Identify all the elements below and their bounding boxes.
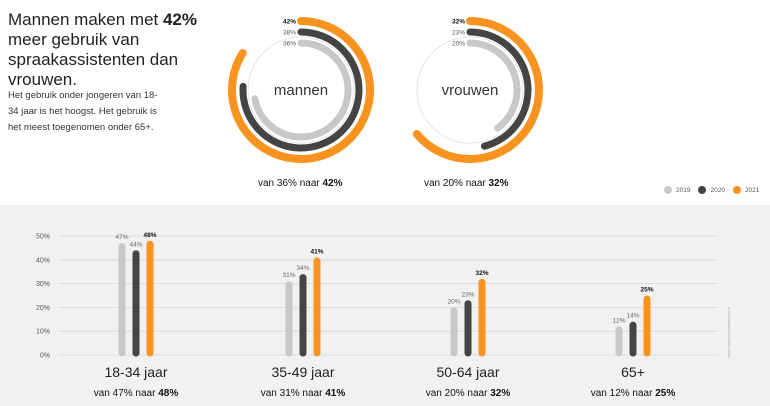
headline: Mannen maken met 42% meer gebruik van sp… [8, 10, 197, 89]
legend-item-2021: 2021 [732, 186, 760, 194]
age-bar-chart: 0% 10% 20% 30% 40% 50% 47%44%48% 18-34 jaar van … [36, 232, 731, 399]
legend-item-2019: 2019 [664, 186, 690, 194]
category-caption-35-49-jaar: van 31% naar 41% [261, 388, 346, 399]
category-caption-65: van 12% naar 25% [591, 388, 676, 399]
y-tick-30: 30% [36, 281, 50, 288]
donut-arc-mannen-2020 [239, 28, 363, 152]
bar-label-35-49-jaar-2021: 41% [310, 248, 323, 255]
caption-mannen: van 36% naar 42% [258, 178, 343, 189]
category-label-65: 65+ [621, 364, 645, 380]
bar-35-49-jaar-2021 [313, 257, 321, 357]
legend-swatch-2019 [664, 186, 672, 194]
legend: 2019 2020 2021 [664, 184, 759, 196]
donut-arc-vrouwen-2021 [412, 17, 543, 163]
infographic-bottom: 0% 10% 20% 30% 40% 50% 47% 44% 48% 18-34 jaar van … [0, 205, 770, 406]
body-text: Het gebruik onder jongeren van 18-34 jaa… [8, 90, 158, 133]
donut-label-mannen-2021: 42% [283, 19, 296, 26]
category-label-18-34-jaar: 18-34 jaar [104, 364, 167, 380]
category-label-35-49-jaar: 35-49 jaar [271, 364, 334, 380]
infographic-top: Mannen maken met 42% meer gebruik van sp… [8, 10, 760, 196]
bar-35-49-jaar-2019 [285, 281, 293, 357]
bar-50-64-jaar-2021 [478, 278, 486, 357]
y-tick-50: 50% [36, 234, 50, 241]
bar-35-49-jaar-2020 [299, 274, 307, 357]
legend-swatch-2021 [732, 186, 741, 194]
bar-label-35-49-jaar-2019: 31% [282, 272, 295, 279]
donut-outline-vrouwen [416, 36, 524, 144]
caption-vrouwen: van 20% naar 32% [424, 178, 509, 189]
bar-65-2019 [615, 326, 623, 357]
category-caption-50-64-jaar: van 20% naar 32% [426, 388, 511, 399]
donut-label-vrouwen-2021: 32% [452, 19, 465, 26]
bar-label-65-2021: 25% [640, 287, 653, 294]
bar-18-34-jaar-2021 [146, 240, 154, 357]
bar-label-18-34-jaar-2019: 47% [115, 234, 128, 241]
y-tick-40: 40% [36, 257, 50, 264]
legend-label-2019: 2019 [676, 186, 691, 194]
bar-label-50-64-jaar-2019: 20% [447, 298, 460, 305]
bar-label-50-64-jaar-2021: 32% [475, 270, 488, 277]
donut-arc-mannen-2019 [251, 39, 352, 141]
donut-center-mannen: mannen [274, 82, 328, 99]
bar-65-2021 [643, 295, 651, 357]
donut-label-vrouwen-2019: 20% [452, 41, 465, 48]
donut-arc-vrouwen-2019 [466, 39, 521, 132]
bar-18-34-jaar-2019 [118, 243, 126, 357]
y-tick-10: 10% [36, 329, 50, 336]
bar-label-65-2019: 12% [612, 317, 625, 324]
donut-arc-mannen-2021 [228, 17, 374, 163]
bar-label-65-2020: 14% [626, 313, 639, 320]
bar-label-18-34-jaar-2021: 48% [143, 232, 156, 239]
watermark: www.nationaalsocialmedia.nl [726, 307, 731, 358]
y-tick-0: 0% [40, 353, 50, 360]
donut-label-vrouwen-2020: 23% [452, 30, 465, 37]
bar-label-35-49-jaar-2020: 34% [296, 265, 309, 272]
category-caption-18-34-jaar: van 47% naar 48% [94, 388, 179, 399]
y-tick-20: 20% [36, 305, 50, 312]
legend-swatch-2020 [698, 186, 707, 194]
donut-outline-mannen [247, 36, 355, 144]
radial-charts: mannen 36% 38% 42% vrouwen 20% 23% 32% [228, 17, 543, 163]
legend-item-2020: 2020 [698, 186, 725, 194]
donut-label-mannen-2019: 36% [283, 41, 296, 48]
bar-label-18-34-jaar-2020: 44% [129, 241, 142, 248]
legend-label-2021: 2021 [744, 186, 760, 194]
donut-center-vrouwen: vrouwen [442, 82, 499, 99]
legend-label-2020: 2020 [710, 186, 725, 194]
bar-65-2020 [629, 321, 637, 357]
donut-arc-vrouwen-2020 [466, 28, 532, 150]
bar-label-50-64-jaar-2020: 23% [461, 291, 474, 298]
bar-50-64-jaar-2020 [464, 300, 472, 357]
bar-18-34-jaar-2020 [132, 250, 140, 357]
donut-label-mannen-2020: 38% [283, 30, 296, 37]
bar-50-64-jaar-2019 [450, 307, 458, 357]
category-label-50-64-jaar: 50-64 jaar [436, 364, 499, 380]
